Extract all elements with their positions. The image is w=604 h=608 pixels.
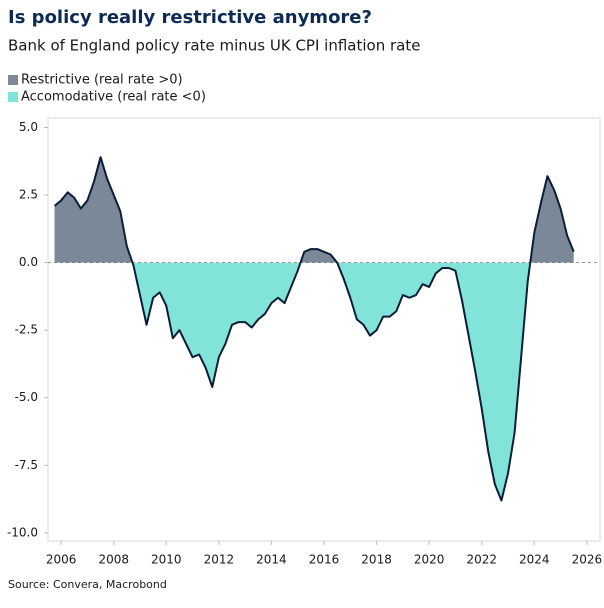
legend-swatch bbox=[8, 75, 18, 85]
chart-subtitle: Bank of England policy rate minus UK CPI… bbox=[8, 37, 420, 55]
x-tick-label: 2020 bbox=[414, 553, 445, 567]
y-tick-label: -7.5 bbox=[15, 458, 38, 472]
line bbox=[53, 156, 575, 502]
y-tick-label: -10.0 bbox=[7, 525, 38, 539]
x-tick-label: 2026 bbox=[572, 553, 603, 567]
y-tick-label: -2.5 bbox=[15, 323, 38, 337]
x-tick-label: 2024 bbox=[519, 553, 550, 567]
legend-swatch bbox=[8, 92, 18, 102]
x-tick-label: 2018 bbox=[361, 553, 392, 567]
x-tick-label: 2012 bbox=[204, 553, 235, 567]
x-tick-label: 2006 bbox=[46, 553, 77, 567]
legend-label: Accomodative (real rate <0) bbox=[21, 90, 206, 105]
y-tick-label: 5.0 bbox=[19, 120, 38, 134]
x-tick-label: 2016 bbox=[309, 553, 340, 567]
y-tick-label: 0.0 bbox=[19, 255, 38, 269]
x-tick-label: 2022 bbox=[466, 553, 497, 567]
x-tick-label: 2010 bbox=[151, 553, 182, 567]
y-tick-label: -5.0 bbox=[15, 390, 38, 404]
legend-label: Restrictive (real rate >0) bbox=[21, 73, 183, 88]
y-tick-label: 2.5 bbox=[19, 188, 38, 202]
x-tick-label: 2008 bbox=[98, 553, 129, 567]
area-positive bbox=[54, 157, 574, 263]
source: Source: Convera, Macrobond bbox=[8, 578, 167, 591]
chart-title: Is policy really restrictive anymore? bbox=[8, 7, 372, 28]
area-negative bbox=[54, 262, 574, 501]
x-tick-label: 2014 bbox=[256, 553, 287, 567]
